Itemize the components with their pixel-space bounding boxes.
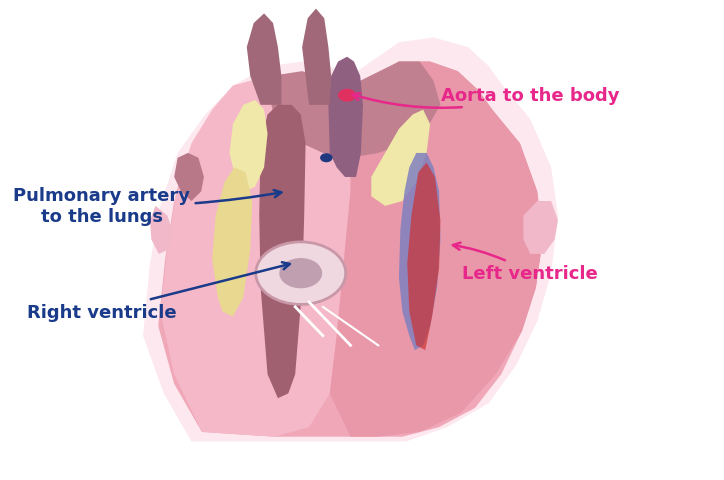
Polygon shape xyxy=(268,62,440,158)
Polygon shape xyxy=(330,62,543,437)
Circle shape xyxy=(339,90,355,102)
Polygon shape xyxy=(302,10,331,106)
Polygon shape xyxy=(329,58,363,178)
Polygon shape xyxy=(160,77,350,437)
Polygon shape xyxy=(407,163,440,350)
Text: Right ventricle: Right ventricle xyxy=(27,263,290,321)
Text: Pulmonary artery
to the lungs: Pulmonary artery to the lungs xyxy=(13,187,282,226)
Polygon shape xyxy=(247,14,282,106)
Text: Aorta to the body: Aorta to the body xyxy=(353,87,620,108)
Polygon shape xyxy=(174,154,204,202)
Polygon shape xyxy=(523,202,558,254)
Polygon shape xyxy=(212,168,253,317)
Polygon shape xyxy=(150,206,172,254)
Circle shape xyxy=(280,259,321,288)
Polygon shape xyxy=(143,38,558,442)
Text: Left ventricle: Left ventricle xyxy=(453,243,598,283)
Polygon shape xyxy=(399,154,440,350)
Polygon shape xyxy=(159,62,543,437)
Circle shape xyxy=(321,155,332,162)
Polygon shape xyxy=(371,110,430,206)
Circle shape xyxy=(256,242,345,305)
Polygon shape xyxy=(230,101,268,192)
Polygon shape xyxy=(259,106,306,398)
